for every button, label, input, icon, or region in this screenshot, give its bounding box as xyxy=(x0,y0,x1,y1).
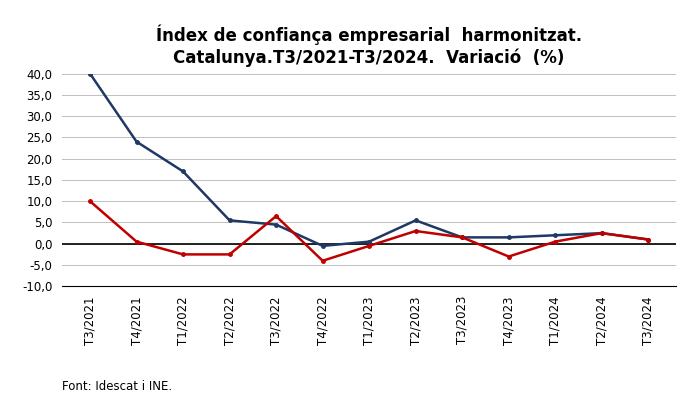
Title: Índex de confiança empresarial  harmonitzat.
Catalunya.T3/2021-T3/2024.  Variaci: Índex de confiança empresarial harmonitz… xyxy=(156,25,582,67)
Text: Font: Idescat i INE.: Font: Idescat i INE. xyxy=(62,380,172,393)
